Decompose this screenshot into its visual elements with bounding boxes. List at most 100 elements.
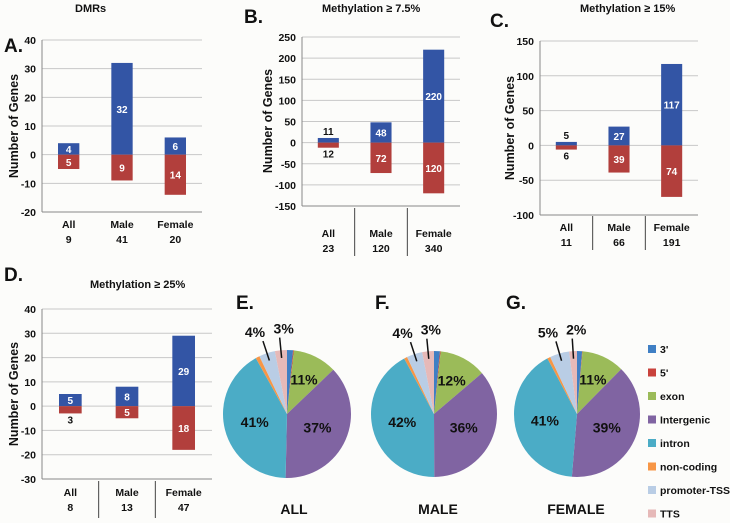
bar-label-positive: 32 — [116, 105, 128, 116]
bar-label-positive: 29 — [178, 367, 190, 378]
y-tick-label: 20 — [24, 353, 36, 365]
y-tick-label: 0 — [30, 150, 36, 162]
pie-slice-5 — [577, 351, 583, 414]
y-tick-label: 40 — [24, 35, 36, 47]
legend-swatch — [648, 368, 656, 377]
category-label: Female — [416, 228, 452, 240]
legend-swatch — [648, 462, 656, 471]
pie-title: ALL — [280, 501, 308, 517]
pie-slice-5 — [434, 351, 441, 414]
category-label: All — [62, 219, 76, 231]
category-label: Male — [607, 222, 631, 234]
pie-slice-tts — [274, 350, 287, 414]
category-total: 191 — [663, 237, 681, 249]
panel-letter: G. — [506, 293, 526, 314]
y-tick-label: 20 — [24, 92, 36, 104]
bar-label-negative: 12 — [323, 150, 335, 161]
y-tick-label: -100 — [513, 210, 534, 222]
panel-letter: C. — [490, 11, 509, 32]
category-total: 23 — [322, 243, 334, 255]
bar-label-negative: 14 — [170, 171, 182, 182]
chart-title: Methylation ≥ 7.5% — [322, 3, 421, 15]
bar-positive — [661, 63, 683, 146]
legend-swatch — [648, 415, 656, 424]
chart-title: Methylation ≥ 25% — [90, 279, 185, 291]
bar-label-positive: 4 — [66, 145, 72, 156]
category-total: 20 — [169, 234, 181, 246]
chart-c: C. Methylation ≥ 15% -100 -50 0 50 100 150 Numbe… — [490, 3, 698, 250]
chart-d: D. Methylation ≥ 25% -30 -20 -10 0 10 20 30 40 Num… — [4, 265, 212, 518]
pie-slice-tts — [569, 351, 577, 414]
pie-slice-intergenic — [434, 373, 498, 477]
pie-title: MALE — [418, 501, 458, 517]
bar-positive — [58, 143, 80, 155]
pie-slice-promoter-tss — [550, 351, 577, 414]
chart-title: DMRs — [75, 3, 106, 15]
pie-slice-promoter-tss — [407, 352, 434, 414]
pie-percent-label: 2% — [566, 322, 587, 338]
bar-label-positive: 27 — [613, 132, 625, 143]
bar-negative — [555, 145, 577, 150]
y-axis-label: Number of Genes — [261, 69, 275, 173]
pie-slice-non-coding — [255, 356, 287, 414]
legend-swatch — [648, 509, 656, 518]
y-tick-label: 0 — [30, 401, 36, 413]
category-total: 11 — [561, 237, 572, 249]
bar-positive — [317, 137, 339, 143]
legend-label: TTS — [660, 509, 680, 521]
bar-label-negative: 3 — [68, 415, 74, 426]
pie-slice-intron — [371, 358, 435, 477]
pie-percent-label: 36% — [450, 420, 479, 436]
pie-percent-label: 39% — [593, 420, 622, 436]
pie-percent-label: 12% — [438, 373, 467, 389]
bar-label-negative: 18 — [178, 424, 190, 435]
bar-negative — [172, 406, 195, 450]
chart-b: B. Methylation ≥ 7.5% -150 -100 -50 0 50 100 150… — [244, 3, 460, 256]
y-tick-label: -50 — [281, 159, 296, 171]
bar-label-positive: 220 — [425, 92, 442, 103]
pie-percent-label: 11% — [579, 372, 607, 388]
pie-slice-exon — [287, 350, 334, 414]
legend-label: promoter-TSS — [660, 485, 730, 497]
y-tick-label: -50 — [519, 175, 534, 187]
y-tick-label: -30 — [21, 474, 36, 486]
category-label: All — [322, 228, 336, 240]
pie-slice-3 — [577, 351, 583, 414]
pie-slice-non-coding — [547, 356, 577, 414]
category-total: 66 — [613, 237, 625, 249]
pie-leader-line — [409, 341, 418, 362]
pie-percent-label: 41% — [531, 413, 560, 429]
bar-label-positive: 48 — [375, 128, 387, 139]
y-tick-label: -10 — [21, 178, 36, 190]
category-label: All — [64, 487, 78, 499]
y-tick-label: 100 — [278, 95, 296, 107]
y-tick-label: 50 — [522, 106, 534, 118]
category-label: All — [560, 222, 574, 234]
pie-slice-3 — [287, 350, 294, 414]
bar-positive — [111, 62, 133, 155]
y-axis-label: Number of Genes — [7, 74, 21, 178]
category-total: 120 — [372, 243, 390, 255]
y-tick-label: 200 — [278, 53, 296, 65]
y-tick-label: 10 — [24, 121, 36, 133]
panel-letter: A. — [4, 36, 23, 57]
y-axis-label: Number of Genes — [7, 342, 21, 446]
legend-swatch — [648, 486, 656, 494]
category-label: Female — [654, 222, 690, 234]
panel-letter: B. — [244, 7, 263, 28]
bar-label-negative: 120 — [425, 164, 442, 175]
pie-slice-tts — [422, 351, 434, 414]
y-tick-label: 30 — [24, 328, 36, 340]
bar-negative — [164, 154, 186, 195]
bar-label-positive: 8 — [124, 392, 130, 403]
category-total: 9 — [66, 234, 72, 246]
legend: 3' 5' exon Intergenic intron non-coding promot… — [648, 344, 730, 521]
bar-label-negative: 5 — [124, 408, 130, 419]
panel-letter: F. — [375, 293, 390, 314]
bar-label-positive: 11 — [323, 127, 334, 138]
y-tick-label: 150 — [278, 74, 296, 86]
pie-slice-exon — [577, 351, 622, 414]
pie-percent-label: 37% — [303, 419, 332, 435]
y-tick-label: -150 — [275, 201, 296, 213]
bar-negative — [111, 154, 133, 181]
